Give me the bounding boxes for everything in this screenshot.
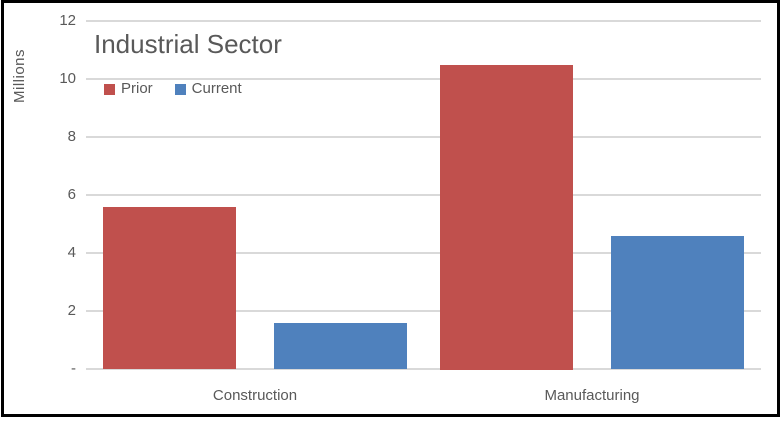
gridline — [86, 252, 761, 254]
bar-current-manufacturing[interactable] — [611, 236, 744, 369]
x-category-label: Manufacturing — [544, 387, 640, 404]
legend-label-prior: Prior — [121, 80, 153, 97]
gridline — [86, 136, 761, 138]
gridline — [86, 194, 761, 196]
y-tick-label: 4 — [67, 244, 76, 261]
y-tick-label: 12 — [59, 12, 76, 29]
bar-prior-construction[interactable] — [103, 207, 236, 369]
legend-item-current[interactable]: Current — [174, 80, 242, 98]
legend-label-current: Current — [191, 80, 242, 97]
y-tick-label: 8 — [67, 128, 76, 145]
bar-current-construction[interactable] — [274, 323, 407, 369]
legend-item-prior[interactable]: Prior — [104, 80, 153, 98]
gridline — [86, 310, 761, 312]
y-tick-label: - — [71, 360, 76, 377]
gridline — [86, 78, 761, 80]
y-tick-label: 6 — [67, 186, 76, 203]
legend: Prior Current — [104, 80, 242, 98]
bar-prior-manufacturing[interactable] — [440, 65, 573, 370]
y-axis-title: Millions — [11, 48, 28, 103]
y-tick-label: 10 — [59, 70, 76, 87]
x-category-label: Construction — [212, 387, 298, 404]
bar-chart[interactable]: Millions Industrial Sector Prior Current… — [4, 3, 777, 414]
chart-title[interactable]: Industrial Sector — [94, 29, 282, 59]
current-series-swatch-icon — [174, 83, 186, 95]
prior-series-swatch-icon — [104, 83, 115, 95]
gridline — [86, 20, 761, 22]
y-tick-label: 2 — [67, 302, 76, 319]
gridline — [86, 368, 761, 370]
